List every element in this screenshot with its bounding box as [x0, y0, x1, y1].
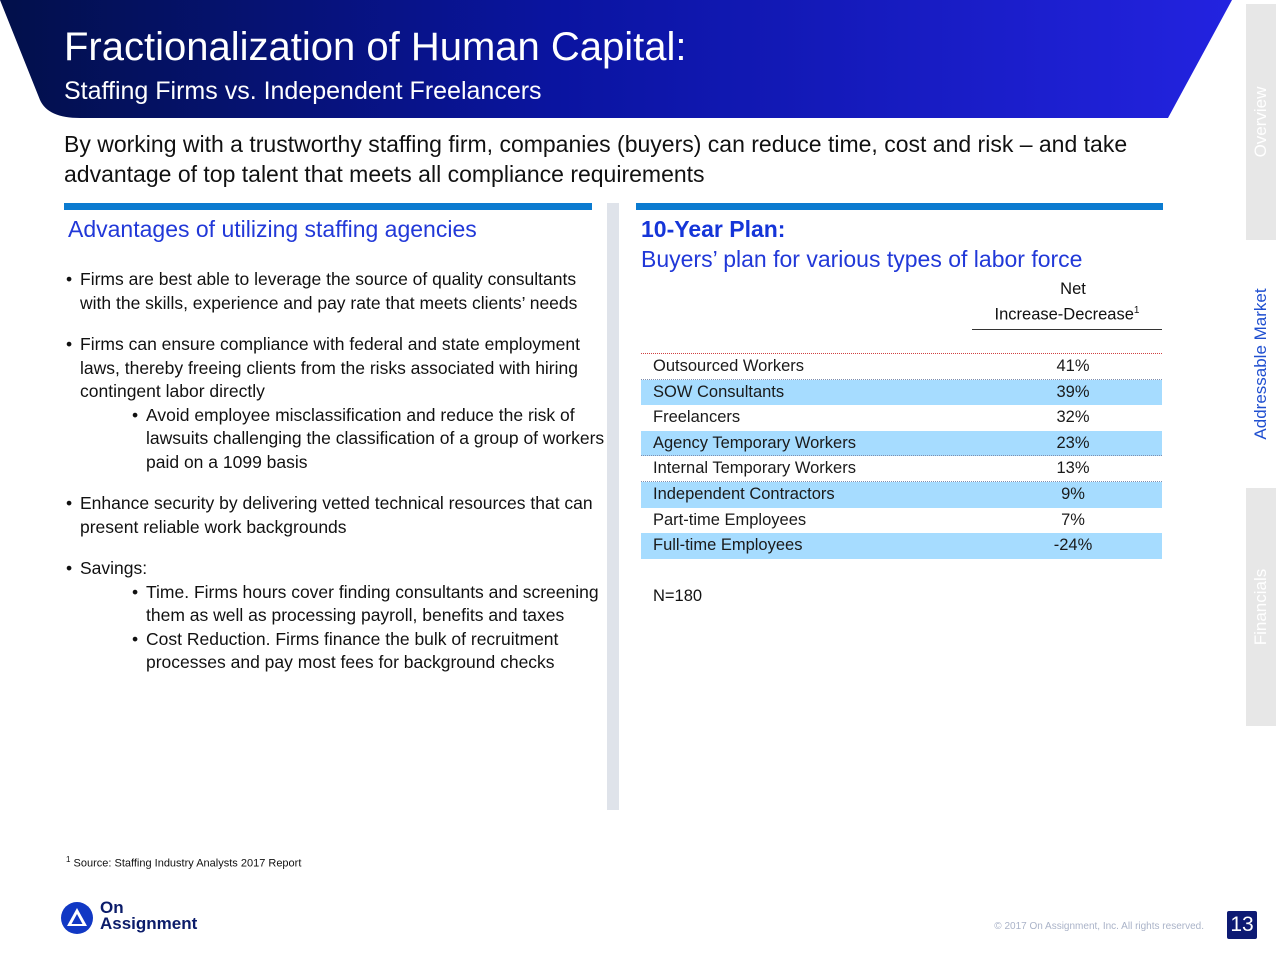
table-row: Part-time Employees 7% [641, 508, 1162, 534]
row-label: Full-time Employees [653, 536, 803, 555]
row-value: 9% [1061, 484, 1085, 503]
title-banner [0, 0, 1232, 118]
side-tab-label: Addressable Market [1251, 288, 1270, 440]
labor-plan-table: Outsourced Workers 41% SOW Consultants 3… [641, 354, 1162, 559]
table-row: Agency Temporary Workers 23% [641, 430, 1162, 457]
column-header-net: Net [1060, 280, 1086, 298]
logo-wordmark: On Assignment [100, 898, 198, 933]
row-value: 7% [1061, 510, 1085, 529]
table-row: Independent Contractors 9% [641, 481, 1162, 508]
side-tab-overview[interactable]: Overview [1246, 4, 1276, 240]
table-row: Internal Temporary Workers 13% [641, 456, 1162, 482]
copyright-notice: © 2017 On Assignment, Inc. All rights re… [994, 921, 1204, 932]
table-row: Outsourced Workers 41% [641, 354, 1162, 380]
column-divider [607, 203, 619, 810]
plan-subtitle: Buyers’ plan for various types of labor … [641, 246, 1083, 272]
table-row: Full-time Employees -24% [641, 533, 1162, 559]
left-column-bar [64, 203, 592, 210]
source-footnote: 1 Source: Staffing Industry Analysts 201… [66, 855, 302, 870]
on-assignment-logo-icon [61, 902, 93, 934]
row-value: 32% [1056, 408, 1090, 427]
column-header-change: Increase-Decrease1 [972, 305, 1162, 330]
row-label: Outsourced Workers [653, 357, 804, 375]
advantages-heading: Advantages of utilizing staffing agencie… [68, 216, 477, 242]
side-tab-label: Financials [1251, 568, 1270, 646]
row-value: 41% [1056, 357, 1090, 375]
plan-title: 10-Year Plan: [641, 216, 786, 242]
row-label: Agency Temporary Workers [653, 433, 856, 452]
sample-size: N=180 [653, 587, 703, 605]
page-subtitle: Staffing Firms vs. Independent Freelance… [64, 77, 542, 105]
row-label: Freelancers [653, 408, 741, 427]
row-label: SOW Consultants [653, 382, 785, 401]
row-value: 39% [1056, 382, 1090, 401]
right-column-bar [636, 203, 1163, 210]
side-tab-addressable-market[interactable]: Addressable Market [1246, 244, 1276, 484]
table-top-rule [641, 353, 1162, 354]
row-value: -24% [1053, 536, 1093, 555]
page-title: Fractionalization of Human Capital: [64, 25, 687, 69]
row-value: 13% [1056, 459, 1090, 478]
row-label: Independent Contractors [653, 484, 835, 503]
list-item: Savings: Time. Firms hours cover finding… [66, 557, 606, 675]
sub-list-item: Avoid employee misclassification and red… [80, 404, 606, 475]
row-label: Part-time Employees [653, 510, 807, 529]
list-item: Firms are best able to leverage the sour… [66, 268, 606, 315]
table-row: SOW Consultants 39% [641, 379, 1162, 406]
side-tab-financials[interactable]: Financials [1246, 488, 1276, 726]
list-item: Enhance security by delivering vetted te… [66, 492, 606, 539]
sub-list-item: Cost Reduction. Firms finance the bulk o… [80, 628, 606, 675]
row-value: 23% [1056, 433, 1090, 452]
intro-statement: By working with a trustworthy staffing f… [64, 131, 1128, 187]
side-tab-label: Overview [1251, 86, 1270, 158]
table-row: Freelancers 32% [641, 405, 1162, 431]
sub-list-item: Time. Firms hours cover finding consulta… [80, 581, 606, 628]
advantages-list: Firms are best able to leverage the sour… [66, 268, 606, 693]
list-item: Firms can ensure compliance with federal… [66, 333, 606, 474]
page-number: 13 [1227, 911, 1257, 939]
row-label: Internal Temporary Workers [653, 459, 856, 478]
